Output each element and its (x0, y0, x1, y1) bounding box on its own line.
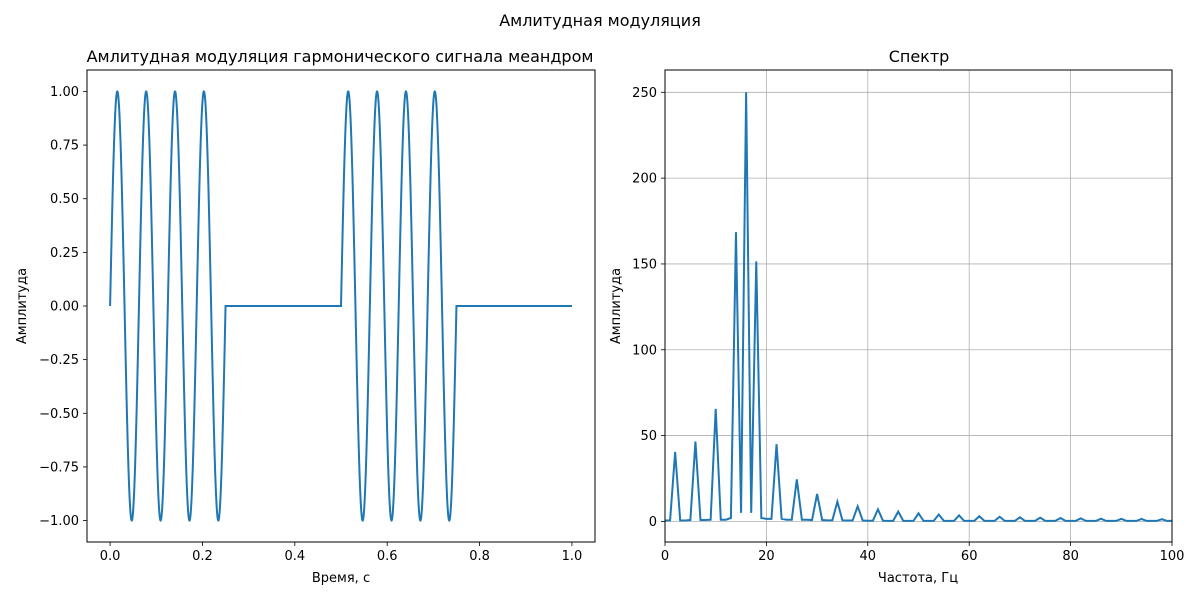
y-tick-label: 250 (632, 86, 657, 101)
x-tick-label: 0.4 (284, 549, 305, 564)
y-tick-label: −0.50 (39, 407, 79, 422)
x-tick-label: 0.2 (192, 549, 213, 564)
y-tick-label: 0.50 (50, 192, 79, 207)
spectrum-plot-ticks: 0 20 40 60 80 100 0 50 100 150 200 250 (632, 86, 1184, 564)
x-tick-label: 40 (860, 549, 877, 564)
spectrum-plot-ylabel: Амплитуда (609, 268, 624, 344)
y-tick-label: 0 (649, 515, 657, 530)
spectrum-panel: Спектр 0 20 40 60 80 100 0 50 100 150 200 250 Часто… (609, 47, 1184, 586)
x-tick-label: 0 (661, 549, 669, 564)
x-tick-label: 60 (961, 549, 978, 564)
y-tick-label: −0.75 (39, 460, 79, 475)
x-tick-label: 80 (1062, 549, 1079, 564)
spectrum-plot-line (665, 92, 1172, 521)
y-tick-label: 200 (632, 172, 657, 187)
y-tick-label: −0.25 (39, 353, 79, 368)
y-tick-label: 1.00 (50, 85, 79, 100)
time-plot-xlabel: Время, с (312, 571, 370, 586)
x-tick-label: 100 (1160, 549, 1185, 564)
x-tick-label: 0.0 (100, 549, 121, 564)
y-tick-label: −1.00 (39, 514, 79, 529)
figure-suptitle: Амлитудная модуляция (499, 11, 701, 30)
y-tick-label: 150 (632, 257, 657, 272)
spectrum-plot-title: Спектр (889, 47, 950, 66)
y-tick-label: 0.75 (50, 139, 79, 154)
time-plot-title: Амлитудная модуляция гармонического сигн… (87, 47, 594, 66)
time-plot-signal-line (110, 91, 572, 520)
x-tick-label: 20 (758, 549, 775, 564)
x-tick-label: 1.0 (562, 549, 583, 564)
spectrum-plot-xlabel: Частота, Гц (878, 571, 958, 586)
y-tick-label: 0.25 (50, 246, 79, 261)
time-plot-ylabel: Амплитуда (15, 268, 30, 344)
x-tick-label: 0.6 (377, 549, 398, 564)
y-tick-label: 100 (632, 343, 657, 358)
y-tick-label: 50 (640, 429, 657, 444)
y-tick-label: 0.00 (50, 300, 79, 315)
x-tick-label: 0.8 (469, 549, 490, 564)
time-domain-panel: Амлитудная модуляция гармонического сигн… (15, 47, 595, 586)
